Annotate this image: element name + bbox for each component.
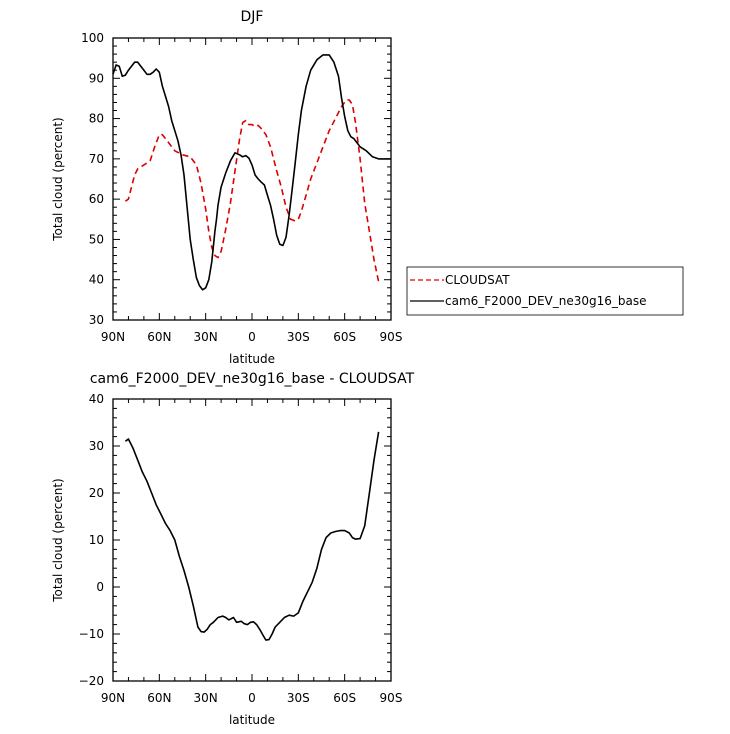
bottom-x-tick-label: 90S <box>380 691 403 705</box>
bottom-x-tick-label: 60N <box>147 691 171 705</box>
top-panel: DJF 90N 60N 30N 0 30S 60S 90S 30 40 50 60 70 80 90 10… <box>51 9 684 366</box>
top-x-tick-label: 60S <box>333 330 356 344</box>
top-x-ticks: 90N 60N 30N 0 30S 60S 90S <box>101 38 403 344</box>
bottom-y-tick-label: −20 <box>79 674 104 688</box>
top-y-axis-label: Total cloud (percent) <box>51 117 65 241</box>
bottom-line-difference <box>124 431 380 641</box>
bottom-x-tick-label: 60S <box>333 691 356 705</box>
top-x-tick-label: 90S <box>380 330 403 344</box>
bottom-x-tick-label: 30N <box>194 691 218 705</box>
bottom-y-tick-label: −10 <box>79 627 104 641</box>
bottom-plot-frame <box>112 398 392 682</box>
legend-box <box>406 266 684 316</box>
bottom-panel: cam6_F2000_DEV_ne30g16_base - CLOUDSAT 9… <box>51 371 415 727</box>
bottom-x-ticks: 90N 60N 30N 0 30S 60S 90S <box>101 399 403 705</box>
top-y-tick-label: 70 <box>89 152 104 166</box>
top-y-tick-label: 80 <box>89 112 104 126</box>
top-series-cam6 <box>112 54 391 291</box>
top-y-tick-label: 40 <box>89 273 104 287</box>
top-plot-frame <box>112 37 392 321</box>
bottom-y-tick-label: 20 <box>89 486 104 500</box>
top-x-tick-label: 30S <box>287 330 310 344</box>
top-x-tick-label: 90N <box>101 330 125 344</box>
top-x-tick-label: 30N <box>194 330 218 344</box>
bottom-y-tick-label: 40 <box>89 392 104 406</box>
bottom-y-tick-label: 30 <box>89 439 104 453</box>
top-y-tick-label: 90 <box>89 71 104 85</box>
top-x-tick-label: 0 <box>248 330 256 344</box>
top-x-axis-label: latitude <box>229 352 275 366</box>
top-x-tick-label: 60N <box>147 330 171 344</box>
bottom-x-tick-label: 90N <box>101 691 125 705</box>
bottom-y-ticks: −20 −10 0 10 20 30 40 <box>79 392 391 688</box>
top-line-cam6 <box>112 54 391 291</box>
legend-label-cloudsat: CLOUDSAT <box>445 273 510 287</box>
top-y-tick-label: 60 <box>89 192 104 206</box>
bottom-y-tick-label: 0 <box>96 580 104 594</box>
top-series-cloudsat <box>124 99 380 282</box>
top-y-tick-label: 30 <box>89 313 104 327</box>
bottom-y-axis-label: Total cloud (percent) <box>51 478 65 602</box>
top-chart-title: DJF <box>241 9 264 25</box>
bottom-series-difference <box>124 431 380 641</box>
bottom-y-tick-label: 10 <box>89 533 104 547</box>
bottom-chart-title: cam6_F2000_DEV_ne30g16_base - CLOUDSAT <box>90 371 415 387</box>
top-y-ticks: 30 40 50 60 70 80 90 100 <box>81 31 391 327</box>
legend: CLOUDSAT cam6_F2000_DEV_ne30g16_base <box>406 266 684 316</box>
top-y-tick-label: 50 <box>89 232 104 246</box>
top-line-cloudsat <box>124 99 380 282</box>
bottom-x-tick-label: 30S <box>287 691 310 705</box>
top-y-tick-label: 100 <box>81 31 104 45</box>
legend-label-cam6: cam6_F2000_DEV_ne30g16_base <box>445 294 647 308</box>
bottom-x-tick-label: 0 <box>248 691 256 705</box>
bottom-x-axis-label: latitude <box>229 713 275 727</box>
